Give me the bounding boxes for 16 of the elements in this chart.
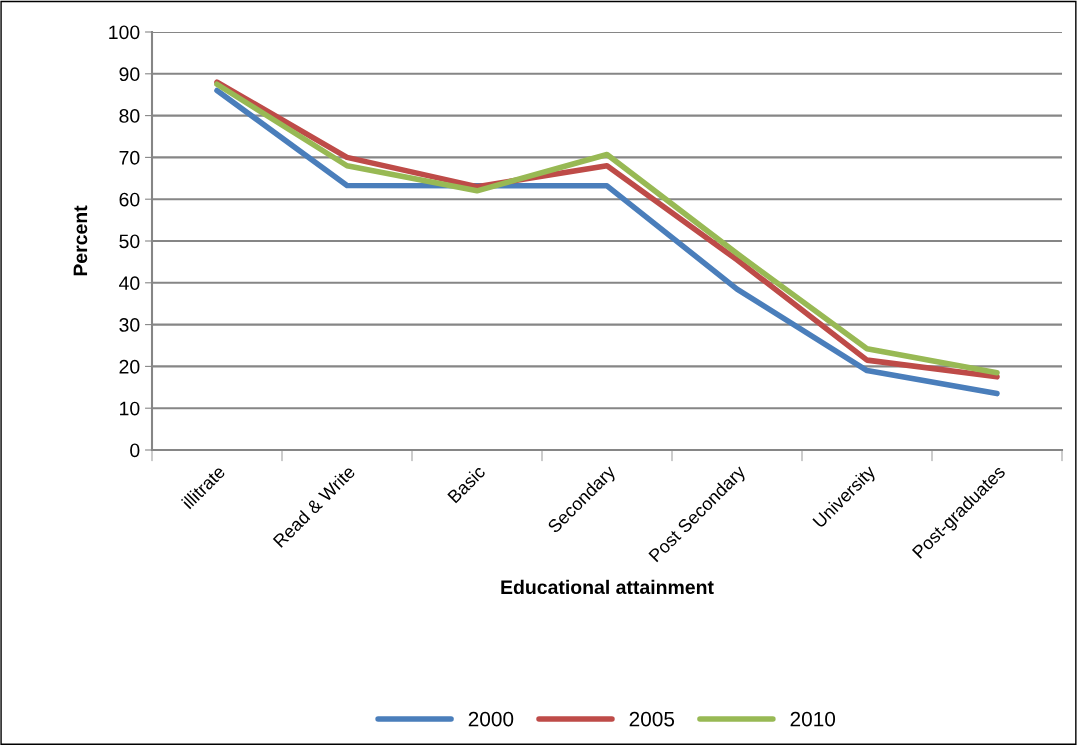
y-tick-label: 50	[119, 234, 140, 249]
legend-label: 2000	[468, 711, 514, 727]
x-axis-title: Educational attainment	[501, 579, 714, 595]
y-tick-label: 80	[119, 109, 140, 123]
y-tick-label: 100	[109, 25, 140, 40]
y-tick-label: 30	[119, 318, 140, 332]
y-tick-label: 60	[119, 192, 140, 207]
y-tick-label: 20	[119, 359, 140, 374]
legend-label: 2010	[790, 711, 836, 727]
y-tick-label: 70	[119, 150, 140, 165]
y-tick-label: 40	[119, 276, 140, 291]
y-axis-title: Percent	[73, 205, 88, 276]
legend-label: 2005	[629, 711, 675, 727]
y-tick-label: 90	[119, 67, 140, 82]
y-tick-label: 0	[130, 443, 140, 458]
y-tick-label: 10	[120, 401, 140, 416]
